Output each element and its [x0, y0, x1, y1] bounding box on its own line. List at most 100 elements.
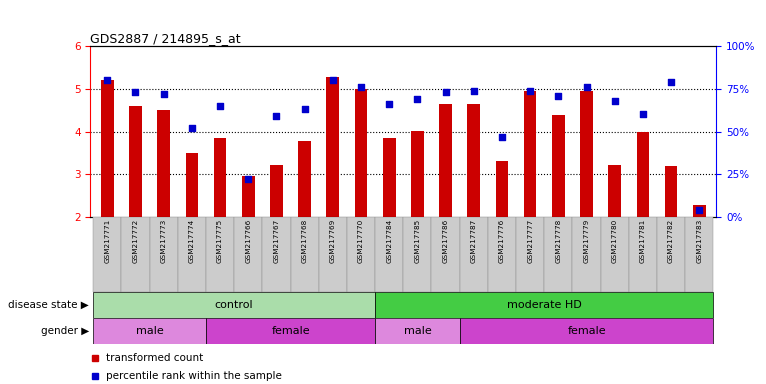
Text: GSM217774: GSM217774 [189, 219, 195, 263]
Bar [608, 165, 621, 217]
Bar [93, 318, 206, 344]
Point [299, 106, 311, 113]
Bar [460, 318, 713, 344]
Point [581, 84, 593, 90]
Text: male: male [404, 326, 431, 336]
Point [214, 103, 226, 109]
Bar [524, 91, 536, 217]
Bar [439, 104, 452, 217]
Bar [206, 217, 234, 292]
Bar [460, 217, 488, 292]
Point [665, 79, 677, 85]
Text: GSM217783: GSM217783 [696, 219, 702, 263]
Text: GSM217785: GSM217785 [414, 219, 421, 263]
Bar [149, 217, 178, 292]
Bar [665, 166, 677, 217]
Point [468, 88, 480, 94]
Bar [355, 89, 368, 217]
Text: female: female [567, 326, 606, 336]
Bar [375, 318, 460, 344]
Text: GSM217786: GSM217786 [443, 219, 449, 263]
Text: male: male [136, 326, 163, 336]
Text: GSM217781: GSM217781 [640, 219, 646, 263]
Bar [411, 131, 424, 217]
Bar [693, 205, 705, 217]
Bar [383, 138, 395, 217]
Bar [185, 153, 198, 217]
Text: GSM217770: GSM217770 [358, 219, 364, 263]
Text: GSM217771: GSM217771 [104, 219, 110, 263]
Text: gender ▶: gender ▶ [41, 326, 89, 336]
Bar [375, 292, 713, 318]
Bar [242, 176, 254, 217]
Text: GSM217773: GSM217773 [161, 219, 167, 263]
Point [185, 125, 198, 131]
Point [411, 96, 424, 102]
Text: GSM217769: GSM217769 [330, 219, 336, 263]
Point [552, 93, 565, 99]
Text: GSM217766: GSM217766 [245, 219, 251, 263]
Bar [121, 217, 149, 292]
Text: GSM217787: GSM217787 [471, 219, 476, 263]
Text: moderate HD: moderate HD [507, 300, 581, 310]
Bar [326, 77, 339, 217]
Bar [214, 138, 227, 217]
Bar [657, 217, 686, 292]
Point [609, 98, 621, 104]
Bar [637, 131, 650, 217]
Text: disease state ▶: disease state ▶ [8, 300, 89, 310]
Text: GSM217782: GSM217782 [668, 219, 674, 263]
Point [242, 176, 254, 182]
Point [693, 207, 705, 213]
Text: GSM217784: GSM217784 [386, 219, 392, 263]
Text: GSM217767: GSM217767 [273, 219, 280, 263]
Bar [206, 318, 375, 344]
Bar [496, 161, 509, 217]
Text: GSM217779: GSM217779 [584, 219, 590, 263]
Point [383, 101, 395, 107]
Bar [290, 217, 319, 292]
Bar [93, 292, 375, 318]
Point [326, 77, 339, 83]
Point [158, 91, 170, 97]
Text: GSM217772: GSM217772 [133, 219, 139, 263]
Bar [572, 217, 601, 292]
Bar [178, 217, 206, 292]
Bar [467, 104, 480, 217]
Bar [375, 217, 403, 292]
Text: GSM217778: GSM217778 [555, 219, 561, 263]
Bar [262, 217, 290, 292]
Bar [580, 91, 593, 217]
Text: percentile rank within the sample: percentile rank within the sample [106, 371, 282, 381]
Bar [431, 217, 460, 292]
Bar [157, 110, 170, 217]
Bar [101, 80, 113, 217]
Point [524, 88, 536, 94]
Text: GSM217776: GSM217776 [499, 219, 505, 263]
Bar [93, 217, 121, 292]
Point [129, 89, 142, 95]
Bar [552, 115, 565, 217]
Text: GDS2887 / 214895_s_at: GDS2887 / 214895_s_at [90, 32, 241, 45]
Text: GSM217777: GSM217777 [527, 219, 533, 263]
Bar [270, 165, 283, 217]
Text: female: female [271, 326, 310, 336]
Bar [629, 217, 657, 292]
Bar [298, 141, 311, 217]
Text: GSM217768: GSM217768 [302, 219, 308, 263]
Bar [403, 217, 431, 292]
Bar [686, 217, 713, 292]
Bar [545, 217, 572, 292]
Point [101, 77, 113, 83]
Point [355, 84, 367, 90]
Text: GSM217780: GSM217780 [612, 219, 617, 263]
Bar [347, 217, 375, 292]
Point [270, 113, 283, 119]
Point [496, 134, 508, 140]
Bar [488, 217, 516, 292]
Bar [129, 106, 142, 217]
Point [637, 111, 649, 118]
Text: transformed count: transformed count [106, 353, 203, 363]
Text: GSM217775: GSM217775 [217, 219, 223, 263]
Bar [319, 217, 347, 292]
